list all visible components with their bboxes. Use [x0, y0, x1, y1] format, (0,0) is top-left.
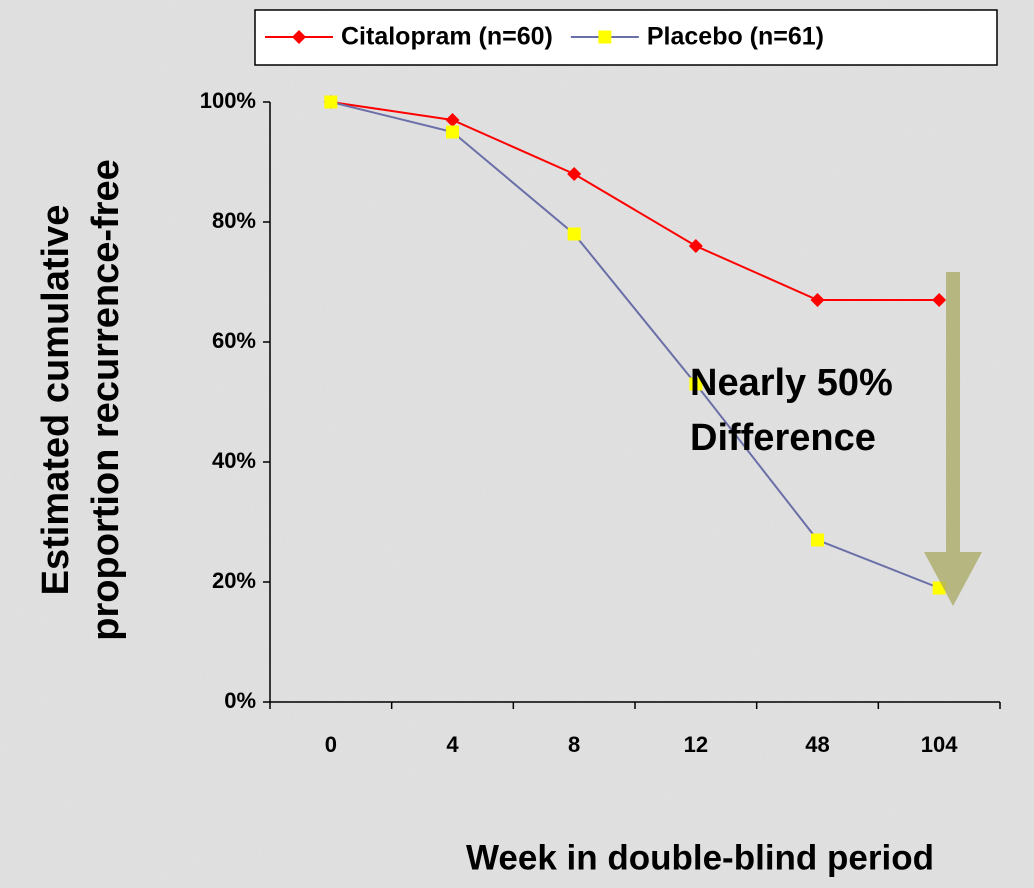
marker	[688, 239, 703, 253]
y-tick-label: 60%	[212, 328, 256, 353]
y-tick-label: 20%	[212, 568, 256, 593]
marker	[689, 377, 703, 391]
x-tick-label: 48	[805, 732, 829, 757]
y-tick-label: 40%	[212, 448, 256, 473]
series-line	[330, 101, 940, 589]
legend-label: Citalopram (n=60)	[341, 23, 553, 51]
annotation: Nearly 50%	[690, 362, 893, 404]
marker	[324, 95, 338, 109]
series-line	[330, 101, 940, 301]
marker	[567, 227, 581, 241]
x-tick-label: 0	[325, 732, 337, 757]
marker	[446, 125, 459, 139]
marker	[567, 167, 582, 181]
x-tick-label: 104	[921, 732, 958, 757]
y-axis-label: Estimated cumulative proportion recurren…	[35, 159, 127, 640]
annotation: Difference	[690, 417, 876, 459]
y-tick-label: 100%	[200, 88, 256, 113]
marker	[932, 293, 947, 307]
y-axis-label-line: proportion recurrence-free	[85, 159, 127, 640]
legend-marker	[598, 30, 612, 44]
x-axis-label: Week in double-blind period	[466, 838, 934, 877]
y-axis-label-line: Estimated cumulative	[35, 205, 77, 596]
x-tick-label: 4	[446, 732, 459, 757]
legend-marker	[292, 30, 306, 44]
x-tick-label: 8	[568, 732, 580, 757]
annotation-arrow	[924, 272, 982, 606]
x-tick-label: 12	[684, 732, 708, 757]
y-tick-label: 0%	[224, 688, 256, 713]
marker	[810, 293, 825, 307]
marker	[445, 113, 460, 127]
legend-label: Placebo (n=61)	[647, 23, 824, 51]
marker	[811, 533, 824, 547]
y-tick-label: 80%	[212, 208, 256, 233]
